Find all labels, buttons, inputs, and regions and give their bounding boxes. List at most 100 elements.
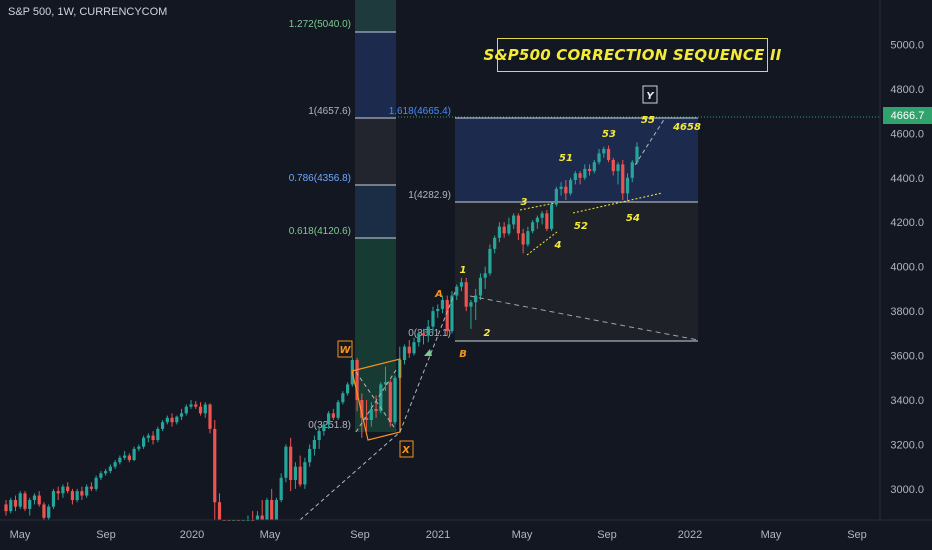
candle-body (526, 231, 530, 245)
wave-label-3: 3 (521, 197, 528, 208)
wave-label-52: 52 (574, 221, 588, 232)
candle-body (554, 188, 558, 205)
candle-body (265, 500, 269, 520)
x-tick-label: May (260, 529, 281, 541)
candle-body (459, 282, 464, 287)
candle-body (369, 408, 373, 420)
candle-body (108, 466, 112, 472)
candle-body (455, 286, 459, 296)
candle-body (445, 300, 449, 332)
candle-body (113, 462, 117, 467)
candle-body (436, 308, 440, 312)
candle-body (474, 295, 478, 303)
candle-body (564, 186, 568, 194)
candle-body (132, 448, 136, 460)
symbol-info: S&P 500, 1W, CURRENCYCOM (8, 6, 168, 18)
candle-body (483, 273, 487, 278)
title-box: S&P500 CORRECTION SEQUENCE II (483, 38, 781, 72)
candle-body (345, 384, 350, 394)
x-axis-ticks: May Sep 2020 May Sep 2021 May Sep 2022 May Sep (10, 529, 867, 541)
y-tick-label: 3600.0 (890, 351, 924, 363)
candle-body (146, 435, 150, 438)
candle-body (621, 164, 625, 194)
candle-body (592, 162, 596, 172)
candle-body (75, 491, 79, 500)
target-label: 4658 (672, 122, 701, 133)
fib-zone-top (355, 0, 396, 32)
candle-body (360, 400, 364, 418)
y-tick-label: 4200.0 (890, 217, 924, 229)
candle-body (602, 148, 606, 154)
y-tick-label: 4000.0 (890, 262, 924, 274)
candle-body (284, 446, 288, 478)
candle-body (255, 515, 260, 520)
candle-body (512, 215, 516, 225)
candle-body (440, 300, 445, 309)
wave-label-4: 4 (554, 240, 562, 251)
x-tick-label: Sep (350, 529, 370, 541)
candle-body (540, 213, 544, 218)
candle-body (170, 417, 174, 423)
candle-body (374, 408, 378, 412)
chart-title: S&P500 CORRECTION SEQUENCE II (483, 46, 782, 64)
candle-body (331, 413, 335, 418)
candle-body (573, 173, 577, 180)
candle-body (104, 471, 108, 474)
fib-zone-gray (355, 118, 396, 185)
candle-body (198, 406, 203, 414)
x-tick-label: May (512, 529, 533, 541)
wave-y-box (642, 85, 658, 104)
candle-body (175, 416, 179, 423)
wave-label-2: 2 (484, 328, 491, 339)
candle-body (85, 486, 89, 496)
wave-label-w: W (339, 345, 351, 356)
candle-body (28, 500, 32, 509)
wave-label-54: 54 (626, 213, 640, 224)
candle-body (336, 402, 340, 418)
wave5-line (572, 192, 663, 214)
candle-body (289, 446, 293, 480)
candle-body (616, 164, 620, 172)
y-tick-label: 4600.0 (890, 128, 924, 140)
y-tick-label: 3800.0 (890, 306, 924, 318)
candle-body (393, 377, 397, 423)
candle-body (568, 180, 573, 194)
candle-body (94, 477, 98, 489)
candle-body (630, 162, 634, 178)
candle-body (279, 477, 283, 500)
x-tick-label: May (761, 529, 782, 541)
wave-x-dash-2 (355, 369, 397, 433)
arrow-up-icon (424, 349, 432, 356)
candle-body (160, 422, 165, 429)
candle-body (559, 186, 563, 189)
candle-body (464, 282, 468, 307)
wave-label-1: 1 (460, 265, 467, 276)
candle-body (270, 500, 274, 520)
candle-body (42, 504, 46, 518)
candle-body (407, 346, 411, 354)
candle-body (260, 515, 264, 520)
candle-body (488, 248, 492, 274)
projection-dash (634, 117, 666, 166)
fib-label-1618: 1.618(4665.4) (389, 106, 451, 117)
fib-zone-blue (355, 32, 396, 118)
x-tick-label: 2022 (678, 529, 702, 541)
fib-label-1272: 1.272(5040.0) (289, 19, 351, 30)
candle-body (469, 302, 473, 307)
wave-w-box (337, 340, 353, 358)
candle-body (123, 455, 127, 458)
wave-label-y: Y (646, 91, 655, 102)
candle-body (421, 333, 426, 336)
wave-label-51: 51 (559, 153, 573, 164)
wave-label-b: B (459, 349, 467, 360)
candle-body (507, 224, 511, 234)
candle-body (606, 148, 611, 160)
trend-dash-3 (469, 295, 699, 341)
candle-body (635, 146, 639, 163)
candle-body (388, 382, 392, 423)
candle-body (179, 413, 184, 417)
candle-body (217, 502, 222, 520)
y-tick-label: 3000.0 (890, 484, 924, 496)
